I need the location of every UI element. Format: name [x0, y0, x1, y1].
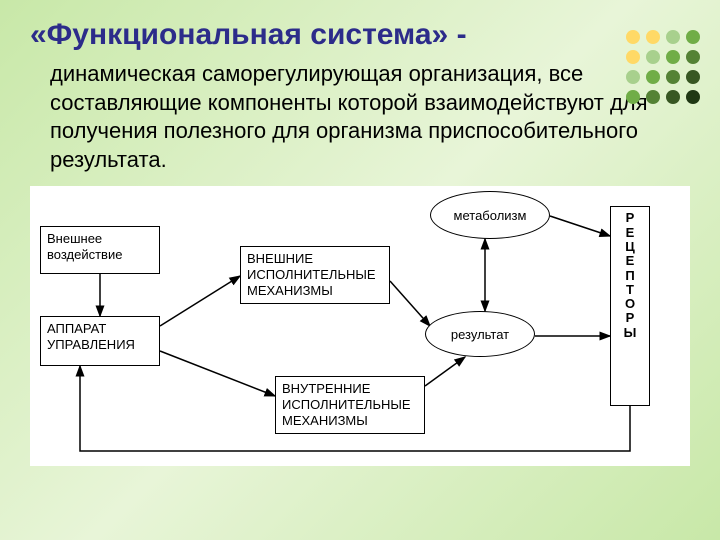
node-ext_inf: Внешнеевоздействие: [40, 226, 160, 274]
decor-dot: [646, 50, 660, 64]
decor-dot: [666, 30, 680, 44]
decor-dot: [666, 70, 680, 84]
decor-dot: [646, 70, 660, 84]
node-metabolism: метаболизм: [430, 191, 550, 239]
flowchart-diagram: Внешнеевоздействие АППАРАТУПРАВЛЕНИЯ ВНЕШН…: [30, 186, 690, 466]
edge-ext_mech-result: [390, 281, 430, 326]
edge-apparatus-ext_mech: [160, 276, 240, 326]
decor-dot: [686, 90, 700, 104]
decor-dot: [626, 30, 640, 44]
node-apparatus: АППАРАТУПРАВЛЕНИЯ: [40, 316, 160, 366]
node-ext_mech: ВНЕШНИЕИСПОЛНИТЕЛЬНЫЕМЕХАНИЗМЫ: [240, 246, 390, 304]
decor-dot: [666, 90, 680, 104]
decor-dot: [626, 90, 640, 104]
decor-dot: [626, 70, 640, 84]
decor-dot: [686, 30, 700, 44]
node-receptors: РЕЦЕПТОРЫ: [610, 206, 650, 406]
decor-dot: [646, 30, 660, 44]
decor-dot: [686, 50, 700, 64]
edge-int_mech-result: [425, 357, 465, 386]
decor-dots: [626, 30, 700, 104]
edge-apparatus-int_mech: [160, 351, 275, 396]
decor-dot: [626, 50, 640, 64]
decor-dot: [666, 50, 680, 64]
decor-dot: [646, 90, 660, 104]
node-result: результат: [425, 311, 535, 357]
edge-metabolism-receptors: [550, 216, 610, 236]
description-text: динамическая саморегулирующая организаци…: [0, 60, 720, 186]
decor-dot: [686, 70, 700, 84]
node-int_mech: ВНУТРЕННИЕИСПОЛНИТЕЛЬНЫЕМЕХАНИЗМЫ: [275, 376, 425, 434]
page-title: «Функциональная система» -: [0, 0, 720, 60]
